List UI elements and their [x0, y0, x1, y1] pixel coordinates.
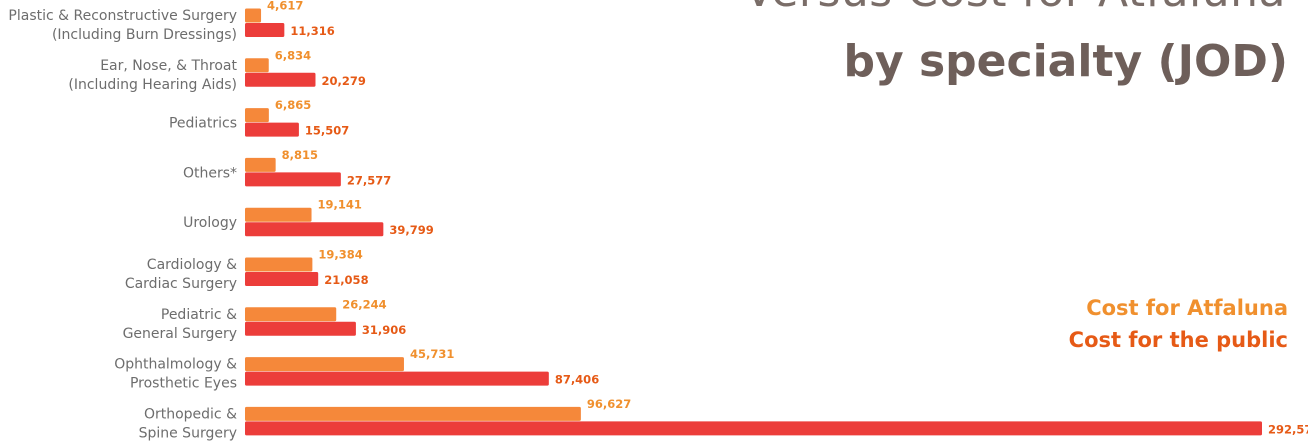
value-label-atfaluna: 6,865 — [275, 98, 311, 112]
value-label-public: 292,575 — [1268, 422, 1308, 436]
value-label-atfaluna: 19,384 — [318, 248, 362, 262]
category-label: Urology — [183, 215, 237, 231]
category-label: Ear, Nose, & Throat (Including Hearing Ai… — [68, 58, 237, 93]
value-label-atfaluna: 19,141 — [318, 198, 362, 212]
value-label-public: 31,906 — [362, 323, 406, 337]
bar-public — [245, 421, 1262, 436]
value-label-public: 27,577 — [347, 173, 391, 187]
value-label-public: 21,058 — [324, 273, 368, 287]
bar-public — [245, 122, 299, 137]
bar-public — [245, 222, 384, 237]
value-label-public: 15,507 — [305, 124, 349, 138]
chart-title-line1: Versus Cost for Atfaluna — [744, 0, 1286, 17]
value-label-atfaluna: 45,731 — [410, 347, 454, 361]
bar-public — [245, 23, 285, 37]
legend: Cost for Atfaluna Cost for the public — [1069, 292, 1288, 356]
bar-atfaluna — [245, 207, 312, 222]
bar-atfaluna — [245, 8, 262, 23]
category-label: Others* — [183, 165, 237, 181]
value-label-atfaluna: 6,834 — [275, 48, 311, 62]
chart-title-line2: by specialty (JOD) — [843, 36, 1288, 87]
bar-atfaluna — [245, 357, 404, 372]
bar-atfaluna — [245, 58, 269, 73]
bar-public — [245, 172, 341, 187]
value-label-atfaluna: 26,244 — [342, 297, 386, 311]
value-label-atfaluna: 96,627 — [587, 397, 631, 411]
category-label: Orthopedic & Spine Surgery — [139, 406, 238, 441]
category-label: Pediatrics — [169, 116, 237, 132]
bar-atfaluna — [245, 406, 581, 421]
bar-public — [245, 371, 549, 386]
value-label-public: 20,279 — [321, 74, 365, 88]
category-label: Pediatric & General Surgery — [123, 307, 238, 342]
legend-entry-public: Cost for the public — [1068, 328, 1288, 352]
bar-public — [245, 272, 319, 286]
category-label: Plastic & Reconstructive Surgery (Includi… — [8, 8, 237, 43]
value-label-public: 39,799 — [389, 223, 433, 237]
category-label: Cardiology & Cardiac Surgery — [125, 257, 237, 292]
value-label-public: 11,316 — [290, 24, 334, 38]
bar-public — [245, 321, 356, 336]
bar-atfaluna — [245, 108, 269, 123]
bar-atfaluna — [245, 257, 313, 272]
legend-entry-atfaluna: Cost for Atfaluna — [1086, 296, 1288, 320]
value-label-atfaluna: 4,617 — [267, 0, 303, 13]
bar-public — [245, 72, 316, 87]
value-label-atfaluna: 8,815 — [282, 148, 318, 162]
value-label-public: 87,406 — [555, 373, 599, 387]
category-label: Ophthalmology & Prosthetic Eyes — [114, 357, 237, 392]
bar-atfaluna — [245, 307, 337, 322]
bar-atfaluna — [245, 157, 276, 172]
